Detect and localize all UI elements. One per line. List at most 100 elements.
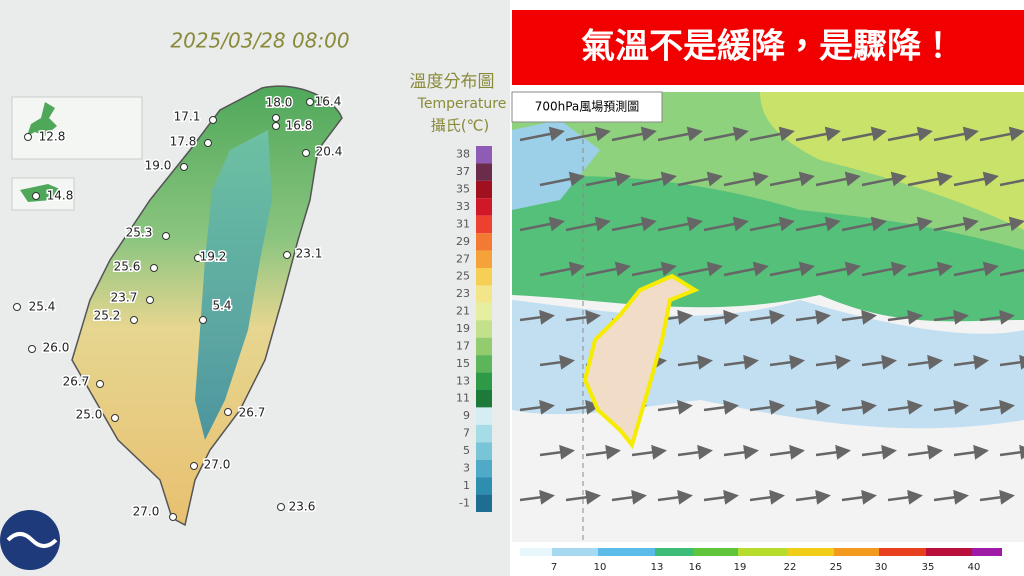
wind-arrow <box>933 309 969 325</box>
station-dot <box>96 380 104 388</box>
station: 5.4 <box>199 297 233 324</box>
station-temp: 19.0 <box>145 159 172 173</box>
station-dot <box>283 251 291 259</box>
wind-arrow <box>953 171 999 187</box>
wind-arrow <box>769 354 805 370</box>
station-temp: 5.4 <box>212 299 231 313</box>
wind-arrow <box>841 399 877 415</box>
colorbar-seg <box>552 548 598 556</box>
wind-arrow <box>999 354 1024 370</box>
legend-title: 溫度分布圖 <box>410 72 495 92</box>
station-temp: 23.6 <box>289 500 316 514</box>
legend-tick-label: 1 <box>463 479 470 492</box>
station: 16.8 <box>272 117 314 134</box>
legend-tick-label: 19 <box>456 322 470 335</box>
station-temp: 26.7 <box>63 375 90 389</box>
legend-tick-label: 38 <box>456 148 470 161</box>
legend-swatch <box>476 285 492 303</box>
station-dot <box>302 149 310 157</box>
legend-tick-label: -1 <box>459 496 470 509</box>
legend-tick-label: 27 <box>456 252 470 265</box>
wind-arrow <box>631 171 677 187</box>
wind-arrow <box>979 126 1024 142</box>
station: 20.4 <box>302 143 344 160</box>
station: 18.0 <box>264 94 294 122</box>
wind-arrow <box>861 444 897 460</box>
legend-swatch <box>476 424 492 443</box>
island <box>27 102 57 136</box>
station: 27.0 <box>131 503 177 521</box>
wind-arrow <box>979 489 1015 505</box>
station: 16.4 <box>306 93 343 110</box>
wind-arrow <box>657 489 693 505</box>
station: 14.8 <box>32 187 75 204</box>
station-temp: 23.7 <box>111 291 138 305</box>
colorbar-tick-label: 13 <box>651 562 664 573</box>
station-dot <box>150 264 158 272</box>
station-dot <box>169 513 177 521</box>
station-dot <box>130 316 138 324</box>
band-yellowgreen <box>760 92 1024 230</box>
wind-arrow <box>723 354 759 370</box>
colorbar-seg <box>738 548 788 556</box>
wind-arrow <box>565 309 601 325</box>
colorbar-tick-label: 40 <box>968 562 981 573</box>
station-dot <box>162 232 170 240</box>
wind-arrow <box>769 444 805 460</box>
legend-swatch <box>476 215 492 234</box>
colorbar-tick-label: 30 <box>875 562 888 573</box>
colorbar-tick-label: 7 <box>551 562 557 573</box>
wind-arrow <box>565 399 601 415</box>
wind-arrow <box>861 354 897 370</box>
wind-arrow <box>519 126 565 142</box>
legend-tick-label: 7 <box>463 427 470 440</box>
wind-map: 700hPa風場預測圖 <box>511 91 1024 542</box>
wind-arrow <box>677 171 723 187</box>
legend-tick-label: 33 <box>456 200 470 213</box>
station: 27.0 <box>190 456 232 473</box>
wind-arrow <box>657 216 703 232</box>
station-dot <box>224 408 232 416</box>
station-temp: 17.1 <box>174 110 201 124</box>
wind-arrow <box>749 309 785 325</box>
station-temp: 23.1 <box>296 247 323 261</box>
wind-arrow <box>703 489 739 505</box>
legend-unit: 攝氏(℃) <box>431 117 490 135</box>
station-dot <box>28 345 36 353</box>
station: 26.7 <box>224 404 267 421</box>
wind-arrow <box>795 489 831 505</box>
legend-tick-label: 15 <box>456 357 470 370</box>
colorbar-tick-label: 19 <box>734 562 747 573</box>
wind-arrow <box>519 489 555 505</box>
wind-arrow <box>519 309 555 325</box>
legend-swatch <box>476 163 492 181</box>
station-temp: 25.6 <box>114 260 141 274</box>
wind-arrow <box>979 309 1015 325</box>
wind-arrow <box>933 399 969 415</box>
taiwan-outline <box>582 273 700 450</box>
wind-arrow <box>887 309 923 325</box>
colorbar-seg <box>788 548 834 556</box>
wind-arrows <box>519 126 1024 505</box>
colorbar-tick-label: 35 <box>922 562 935 573</box>
station-temp: 25.4 <box>29 300 56 314</box>
wind-arrow <box>795 216 841 232</box>
station-dot <box>111 414 119 422</box>
legend-tick-label: 9 <box>463 409 470 422</box>
panel-label: 700hPa風場預測圖 <box>535 100 640 114</box>
legend-swatch <box>476 337 492 356</box>
station: 25.4 <box>13 298 57 315</box>
wind-arrow <box>815 261 861 277</box>
legend-tick-label: 37 <box>456 165 470 178</box>
wind-arrow <box>841 216 887 232</box>
wind-arrow <box>723 444 759 460</box>
wind-arrow <box>795 399 831 415</box>
wind-arrow <box>907 261 953 277</box>
station-temp: 20.4 <box>316 145 343 159</box>
wind-arrow <box>585 261 631 277</box>
wind-arrow <box>887 399 923 415</box>
wind-arrow <box>769 261 815 277</box>
legend-swatch <box>476 442 492 460</box>
colorbar-tick-label: 10 <box>594 562 607 573</box>
